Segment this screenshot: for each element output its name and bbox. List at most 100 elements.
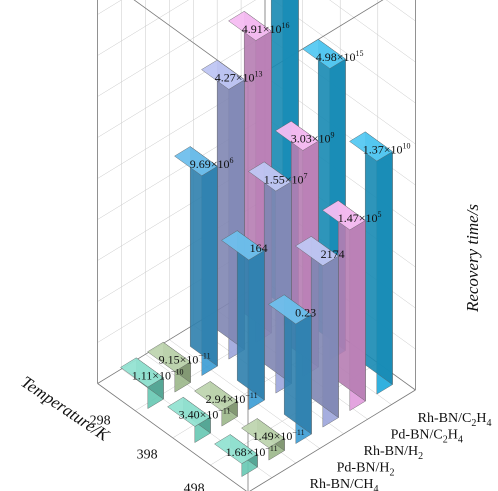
value-label: 4.27×1013 <box>215 70 263 85</box>
bar-Pd-BN/CH4-398 <box>167 396 211 443</box>
material-label-subscript: 2 <box>390 467 395 478</box>
value-label-mantissa: 164 <box>250 241 268 255</box>
temperature-tick-label: 498 <box>184 482 205 491</box>
value-label-exponent: −11 <box>198 352 210 361</box>
wall-gridline <box>97 0 189 56</box>
material-tick-label: Pd-BN/H2 <box>337 460 395 478</box>
material-tick-label: Rh-BN/CH4 <box>310 477 379 491</box>
value-label: 3.40×10−11 <box>179 407 231 422</box>
bar-top-face <box>268 294 312 325</box>
value-label: 1.55×107 <box>264 171 308 186</box>
value-label: 0.23 <box>295 305 316 319</box>
value-label: 2.94×10−11 <box>206 391 258 406</box>
value-label-exponent: 15 <box>356 49 364 58</box>
value-label-exponent: −11 <box>265 444 277 453</box>
value-label-exponent: 6 <box>230 156 234 165</box>
value-label: 1.47×105 <box>338 210 382 225</box>
value-label-exponent: −10 <box>171 367 184 376</box>
bar-top-face <box>295 236 339 266</box>
wall-gridline <box>385 0 416 22</box>
temperature-tick-label: 398 <box>137 448 158 463</box>
bar-top-face <box>241 418 285 449</box>
material-label-text: Pd-BN/H <box>337 460 390 475</box>
bar-top-face <box>201 59 245 90</box>
value-label-exponent: 16 <box>282 21 290 30</box>
value-label-exponent: 7 <box>304 171 308 180</box>
frame-edge <box>249 389 416 491</box>
value-label-mantissa: 1.11×10 <box>132 368 171 382</box>
bar-Rh-BN/C2H4-498 <box>349 131 393 395</box>
value-label: 9.69×106 <box>190 156 234 171</box>
z-axis-title: Recovery time/s <box>463 204 482 313</box>
bar-top-face <box>228 11 272 41</box>
value-label-mantissa: 9.69×10 <box>190 157 230 171</box>
value-label-exponent: 9 <box>331 131 335 140</box>
bar-top-face <box>302 39 346 69</box>
bar-side-face <box>365 131 393 385</box>
value-label-mantissa: 1.37×10 <box>363 142 403 156</box>
value-label-exponent: 13 <box>255 70 263 79</box>
bar-top-face <box>194 381 238 411</box>
material-tick-label: Rh-BN/C2H4 <box>418 411 492 429</box>
value-labels: 9.82×10244.91×10164.27×10139.69×1069.15×… <box>132 21 411 459</box>
material-label-text: H <box>448 427 458 442</box>
bar-top-face <box>275 120 319 151</box>
value-label: 1.49×10−11 <box>253 428 305 443</box>
value-label: 1.11×10−10 <box>132 367 184 382</box>
wall-gridline <box>97 0 122 15</box>
bar-top-face <box>120 357 164 388</box>
bar-Pd-BN/H2-498 <box>268 294 312 444</box>
value-label-mantissa: 2.94×10 <box>206 392 246 406</box>
material-label-text: Rh-BN/CH <box>310 477 374 491</box>
bar-top-face <box>221 230 265 261</box>
value-label-exponent: −11 <box>218 407 230 416</box>
value-label-mantissa: 1.55×10 <box>264 172 304 186</box>
bar-top-face <box>248 161 292 192</box>
material-tick-label: Rh-BN/H2 <box>364 444 423 462</box>
material-tick-label: Pd-BN/C2H4 <box>391 427 463 445</box>
bar-Pd-BN/H2-398 <box>221 230 265 410</box>
value-label-mantissa: 4.98×10 <box>316 50 356 64</box>
bar-Rh-BN/CH4-498 <box>241 418 285 461</box>
value-label-exponent: −11 <box>292 428 304 437</box>
material-label-text: Rh-BN/C <box>418 411 472 426</box>
value-label-mantissa: 0.23 <box>295 305 316 319</box>
material-label-subscript: 2 <box>443 434 448 445</box>
value-label-mantissa: 1.68×10 <box>226 445 266 459</box>
temperature-tick-label: 298 <box>90 414 111 429</box>
value-label-mantissa: 9.15×10 <box>159 353 199 367</box>
bar-Pd-BN/C2H4-498 <box>322 200 366 411</box>
bar-top-face <box>214 434 258 464</box>
value-label-mantissa: 4.27×10 <box>215 71 255 85</box>
bar-Rh-BN/CH4-398 <box>194 381 238 427</box>
value-label: 9.15×10−11 <box>159 352 211 367</box>
bar-Rh-BN/H2-498 <box>295 236 339 428</box>
tick-labels: 298398498Pd-BN/CH4Rh-BN/CH4Pd-BN/H2Rh-BN… <box>90 411 492 491</box>
material-label-subscript: 4 <box>373 484 378 491</box>
value-label: 3.03×109 <box>291 131 335 146</box>
wall-gridline <box>97 34 266 138</box>
bar-top-face <box>174 146 218 177</box>
value-label: 4.91×1016 <box>242 21 290 36</box>
material-label-subscript: 2 <box>471 418 476 429</box>
bar-Pd-BN/CH4-298 <box>120 357 164 409</box>
bar-Rh-BN/CH4-298 <box>147 341 191 393</box>
material-label-subscript: 4 <box>486 418 491 429</box>
material-label-text: Pd-BN/C <box>391 427 443 442</box>
value-label-mantissa: 1.47×10 <box>338 211 378 225</box>
bar-top-face <box>322 200 366 231</box>
bar-top-face <box>349 131 393 162</box>
value-label-exponent: 10 <box>403 141 411 150</box>
x-axis-title: Temperature/K <box>18 372 114 446</box>
value-label: 4.98×1015 <box>316 49 364 64</box>
bar-top-face <box>147 341 191 372</box>
value-label: 1.68×10−11 <box>226 444 278 459</box>
material-label-subscript: 4 <box>458 434 463 445</box>
value-label-exponent: −11 <box>245 391 257 400</box>
value-label: 1.37×1010 <box>363 141 411 156</box>
material-label-text: H <box>476 411 486 426</box>
wall-gridline <box>97 0 256 97</box>
frame-edge <box>97 383 247 491</box>
bar-side-face <box>189 146 218 367</box>
value-label-mantissa: 3.40×10 <box>179 408 219 422</box>
